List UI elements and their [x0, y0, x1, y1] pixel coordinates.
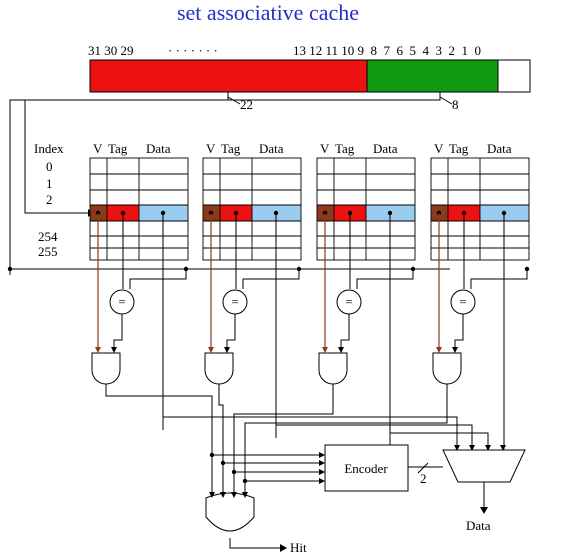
output-data-label: Data: [466, 518, 491, 533]
address-tag-field: [89, 59, 368, 93]
way2-data-header: Data: [259, 141, 284, 156]
diagram-title: set associative cache: [177, 0, 359, 25]
way3-tag-header: Tag: [335, 141, 355, 156]
way3-data-arrow: [485, 445, 491, 451]
way3-comparator-label: =: [345, 294, 352, 309]
address-offset-field: [497, 59, 531, 93]
way4-valid-arrow: [436, 347, 442, 353]
way2-enc-arrow: [319, 460, 325, 466]
way2-cmp-arrow: [224, 347, 230, 353]
way2-valid-arrow: [208, 347, 214, 353]
way1-enc-arrow: [319, 452, 325, 458]
way2-tag-header: Tag: [221, 141, 241, 156]
way4-v-header: V: [434, 141, 444, 156]
hit-wire: [229, 538, 280, 549]
way4-data-arrow: [500, 445, 506, 451]
way1-data-line: [163, 416, 458, 446]
way1-cmp-in-b: [129, 269, 187, 289]
encoder-width-slash: [417, 462, 429, 474]
way1-hit-line: [105, 384, 213, 495]
ways-layer: V Tag Data = V Tag Data = V Tag Data = V Tag Data =: [89, 141, 530, 498]
bit-labels-dots: · · · · · · ·: [168, 43, 218, 58]
way4-cmp-arrow: [452, 347, 458, 353]
way3-valid-arrow: [322, 347, 328, 353]
output-mux: [442, 449, 526, 483]
way4-cmp-out: [454, 314, 464, 349]
way4-data-header: Data: [487, 141, 512, 156]
hit-arrowhead: [280, 544, 287, 552]
index-1-label: 1: [46, 176, 53, 191]
index-header: Index: [34, 141, 64, 156]
way3-cmp-in-b: [356, 269, 414, 289]
way1-tag-header: Tag: [108, 141, 128, 156]
way3-cmp-out: [340, 314, 350, 349]
mux-output-arrowhead: [480, 507, 488, 514]
way3-data-header: Data: [373, 141, 398, 156]
way1-valid-arrow: [95, 347, 101, 353]
bit-labels-left: 31 30 29: [88, 43, 134, 58]
way2-v-header: V: [206, 141, 216, 156]
way1-data-arrow: [454, 445, 460, 451]
way2-data-line: [276, 424, 473, 446]
hit-or-gate: [205, 492, 255, 532]
way1-cmp-arrow: [111, 347, 117, 353]
way4-hit-line: [244, 384, 448, 495]
bit-labels-right: 13 12 11 10 9 8 7 6 5 4 3 2 1 0: [293, 43, 481, 58]
way4-enc-arrow: [319, 478, 325, 484]
way3-data-line: [390, 432, 489, 446]
way4-cmp-in-b: [470, 269, 528, 289]
way1-v-header: V: [93, 141, 103, 156]
address-index-field: [366, 59, 499, 93]
tag-width-label: 22: [240, 97, 253, 112]
index-2-label: 2: [46, 192, 53, 207]
way3-cmp-arrow: [338, 347, 344, 353]
way3-enc-arrow: [319, 469, 325, 475]
way4-comparator-label: =: [459, 294, 466, 309]
way2-comparator-label: =: [231, 294, 238, 309]
way2-cmp-out: [226, 314, 236, 349]
index-width-slash: [439, 96, 453, 105]
index-254-label: 254: [38, 229, 58, 244]
way2-and-gate: [204, 352, 234, 385]
way1-cmp-out: [113, 314, 123, 349]
way4-and-gate: [432, 352, 462, 385]
index-0-label: 0: [46, 159, 53, 174]
tag-bus-junction: [7, 266, 13, 272]
way4-tag-header: Tag: [449, 141, 469, 156]
hit-label: Hit: [290, 540, 307, 553]
way1-comparator-label: =: [118, 294, 125, 309]
way1-hit-arrow: [209, 492, 215, 498]
encoder-width-label: 2: [420, 471, 427, 486]
encoder-box: [324, 444, 409, 492]
encoder-label: Encoder: [344, 461, 388, 476]
index-width-label: 8: [452, 97, 459, 112]
way2-cmp-in-b: [242, 269, 300, 289]
way2-data-arrow: [469, 445, 475, 451]
way1-data-header: Data: [146, 141, 171, 156]
way1-and-gate: [91, 352, 121, 385]
way3-and-gate: [318, 352, 348, 385]
index-255-label: 255: [38, 244, 58, 259]
way3-v-header: V: [320, 141, 330, 156]
way3-hit-line: [233, 384, 334, 495]
way2-hit-line: [218, 384, 224, 495]
